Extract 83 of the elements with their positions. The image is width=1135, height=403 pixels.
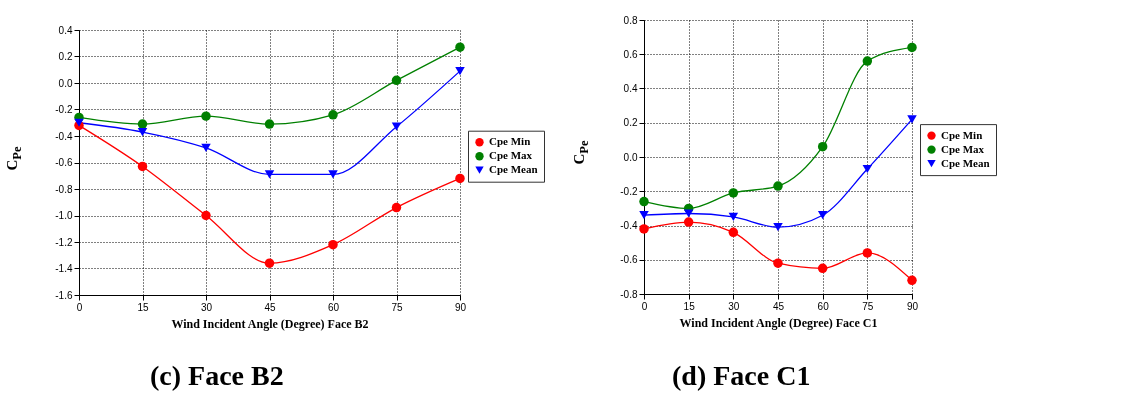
y-tick-label: 0.2 <box>58 51 73 62</box>
point <box>455 66 465 76</box>
point <box>773 258 783 268</box>
x-tick-label: 90 <box>906 300 919 312</box>
point <box>328 110 338 120</box>
y-tick-label: -1.0 <box>55 210 73 221</box>
point <box>907 115 917 124</box>
x-tick-label: 15 <box>683 300 696 312</box>
y-tick-label: -0.2 <box>55 104 73 115</box>
y-tick-label: -0.8 <box>55 183 73 195</box>
y-tick-label: -1.2 <box>55 236 73 248</box>
point <box>728 227 739 238</box>
point <box>201 111 211 121</box>
x-tick-label: 45 <box>772 300 785 312</box>
text: (d) Face C1 <box>672 360 811 392</box>
point <box>264 170 275 179</box>
y-tick-label: -0.8 <box>620 288 638 300</box>
x-tick-label: 15 <box>137 301 149 313</box>
point <box>862 164 873 174</box>
point <box>907 42 917 53</box>
point <box>683 209 694 218</box>
y-tick-label: -0.6 <box>620 254 638 266</box>
point <box>639 211 649 220</box>
point <box>728 188 739 198</box>
point <box>137 119 148 129</box>
point <box>639 224 649 234</box>
point <box>455 42 465 52</box>
point <box>264 119 275 129</box>
point <box>862 248 873 258</box>
legend-label: Cpe Mean <box>941 156 990 169</box>
point <box>137 127 148 137</box>
x-tick-label: 0 <box>641 300 648 312</box>
legend-label: Cpe Mean <box>489 163 538 176</box>
point <box>391 122 402 131</box>
text: (c) Face B2 <box>150 360 284 392</box>
point <box>201 210 211 221</box>
y-tick-label: -1.6 <box>55 289 73 301</box>
point <box>728 212 739 222</box>
y-tick-label: 0.4 <box>623 83 638 94</box>
legend-label: Cpe Max <box>489 149 533 162</box>
y-tick-label: 0.4 <box>58 24 73 36</box>
point <box>773 223 783 232</box>
y-tick-label: 0.0 <box>58 77 73 89</box>
x-tick-label: 0 <box>76 301 83 313</box>
y-tick-label: -0.4 <box>55 130 73 142</box>
y-tick-label: -0.2 <box>620 185 638 197</box>
legend-label: Cpe Min <box>941 128 983 141</box>
point <box>817 263 828 274</box>
y-tick-label: 0.2 <box>623 117 638 129</box>
point <box>328 239 338 250</box>
point <box>683 217 694 227</box>
point <box>907 275 917 286</box>
x-tick-label: 75 <box>862 300 874 312</box>
point <box>391 75 402 86</box>
point <box>264 258 275 268</box>
y-tick-label: -0.4 <box>620 220 638 231</box>
y-tick-label: -1.4 <box>55 263 73 274</box>
x-tick-label: 90 <box>454 301 467 313</box>
legend-label: Cpe Max <box>941 142 985 155</box>
point <box>817 141 828 152</box>
point <box>639 196 649 207</box>
point <box>862 56 873 66</box>
point <box>201 143 211 153</box>
y-tick-label: 0.8 <box>623 14 638 26</box>
y-tick-label: 0.0 <box>623 151 638 163</box>
x-tick-label: 60 <box>327 301 340 313</box>
point <box>773 181 783 191</box>
point <box>74 118 84 127</box>
legend-label: Cpe Min <box>489 135 531 148</box>
x-tick-label: 60 <box>817 300 830 312</box>
point <box>455 173 465 184</box>
x-tick-label: 30 <box>200 301 213 313</box>
point <box>817 211 828 220</box>
x-tick-label: 45 <box>264 301 276 313</box>
y-tick-label: -0.6 <box>55 157 73 168</box>
x-tick-label: 30 <box>728 300 740 312</box>
y-tick-label: 0.6 <box>623 48 638 60</box>
point <box>391 202 402 213</box>
x-axis-title: Wind Incident Angle (Degree) Face C1 <box>679 315 878 330</box>
point <box>137 161 148 172</box>
x-axis-title: Wind Incident Angle (Degree) Face B2 <box>171 316 369 331</box>
point <box>328 170 338 179</box>
x-tick-label: 75 <box>391 301 403 313</box>
